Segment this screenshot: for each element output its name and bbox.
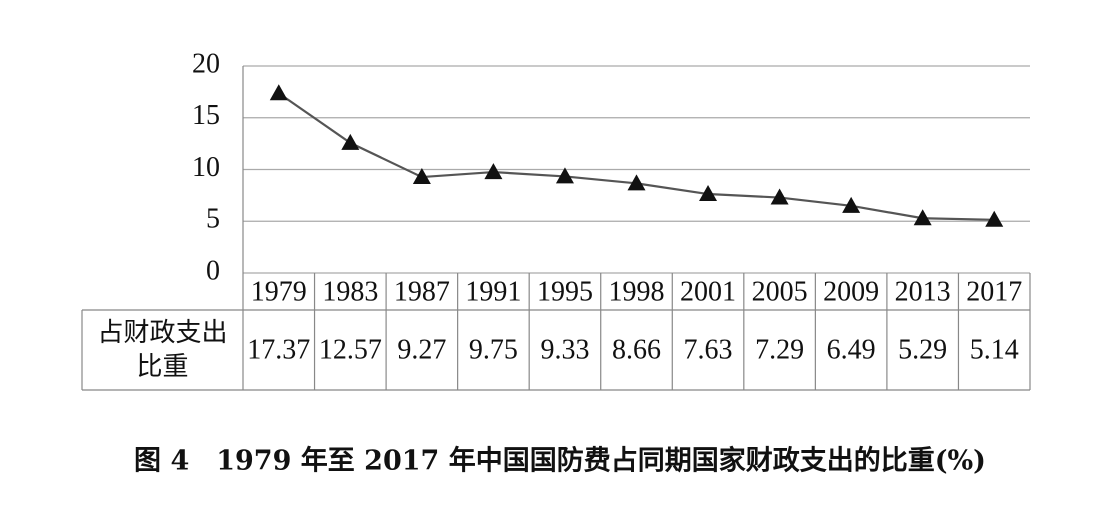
x-tick-label: 1979 bbox=[251, 276, 307, 307]
chart-caption: 图 4 1979 年至 2017 年中国国防费占同期国家财政支出的比重(%) bbox=[134, 445, 986, 477]
marker bbox=[985, 210, 1004, 227]
marker bbox=[627, 174, 646, 191]
x-tick-label: 1998 bbox=[609, 276, 665, 307]
table-value: 6.49 bbox=[827, 334, 876, 365]
y-tick-label: 0 bbox=[206, 255, 220, 286]
x-tick-label: 1991 bbox=[465, 276, 521, 307]
x-tick-label: 2009 bbox=[823, 276, 879, 307]
y-tick-label: 15 bbox=[192, 100, 220, 131]
marker bbox=[484, 163, 503, 180]
marker bbox=[412, 168, 431, 185]
table-value: 7.29 bbox=[755, 334, 804, 365]
table-value: 9.75 bbox=[469, 334, 518, 365]
table-value: 7.63 bbox=[684, 334, 733, 365]
table-value: 5.14 bbox=[970, 334, 1019, 365]
marker bbox=[269, 84, 288, 101]
row-label: 占财政支出比重 bbox=[97, 318, 228, 382]
x-tick-label: 2013 bbox=[895, 276, 951, 307]
table-value: 17.37 bbox=[247, 334, 310, 365]
table-value: 5.29 bbox=[898, 334, 947, 365]
table-value: 9.33 bbox=[540, 334, 589, 365]
x-tick-label: 2017 bbox=[966, 276, 1022, 307]
x-tick-label: 2005 bbox=[752, 276, 808, 307]
y-tick-label: 5 bbox=[206, 204, 220, 235]
marker bbox=[913, 209, 932, 226]
x-tick-label: 2001 bbox=[680, 276, 736, 307]
marker bbox=[341, 133, 360, 150]
marker bbox=[770, 188, 789, 205]
marker bbox=[842, 196, 861, 213]
y-tick-label: 10 bbox=[192, 152, 220, 183]
table-value: 9.27 bbox=[397, 334, 446, 365]
y-tick-label: 20 bbox=[192, 48, 220, 79]
marker bbox=[555, 167, 574, 184]
x-tick-label: 1995 bbox=[537, 276, 593, 307]
marker bbox=[699, 185, 718, 202]
table-value: 8.66 bbox=[612, 334, 661, 365]
x-tick-label: 1987 bbox=[394, 276, 450, 307]
line bbox=[278, 92, 995, 221]
table-value: 12.57 bbox=[319, 334, 382, 365]
x-tick-label: 1983 bbox=[322, 276, 378, 307]
row-label-box: 占财政支出比重 bbox=[97, 318, 228, 382]
